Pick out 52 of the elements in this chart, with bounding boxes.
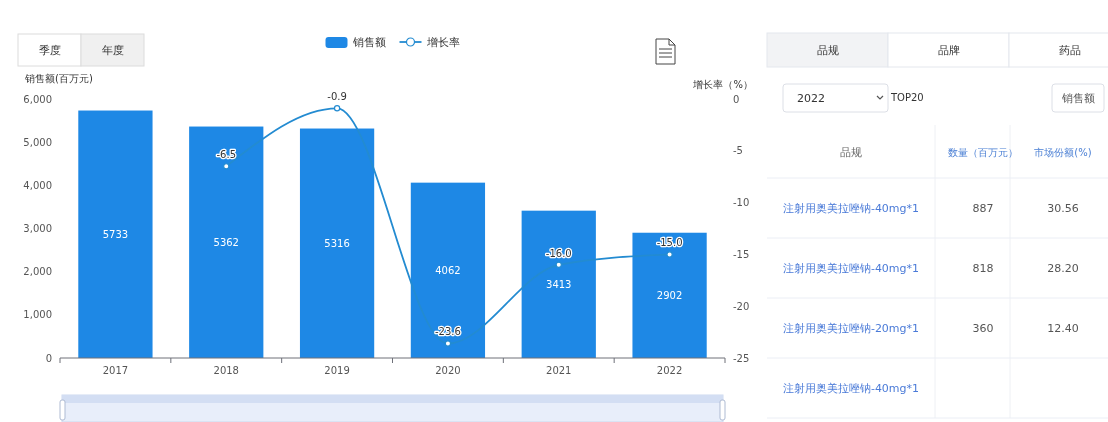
text: 市场份额(%)	[1034, 147, 1092, 158]
category-label: 注射用奥美拉唑钠-40mg*1	[782, 382, 920, 395]
legend-label: 增长率	[425, 36, 460, 49]
y-tick-label: 0	[45, 352, 52, 364]
data-label: 28.20	[1047, 262, 1079, 275]
y-axis-title: 销售额(百万元)	[24, 73, 93, 84]
x-tick-label: 2018	[213, 365, 239, 376]
data-label: 30.56	[1047, 202, 1079, 215]
x-tick-label: 2021	[546, 365, 572, 376]
y2-tick-label: -5	[733, 145, 743, 157]
y2-axis-title: 增长率（%）	[692, 79, 753, 90]
x-tick-label: 2020	[435, 365, 461, 376]
data-label: 5733	[102, 229, 129, 241]
data-label: -0.9	[327, 91, 347, 103]
data-label: -6.5	[216, 149, 237, 161]
legend-label: 销售额	[351, 36, 386, 49]
button: 销售额	[1051, 83, 1105, 113]
data-label: 4062	[435, 265, 461, 277]
y-tick-label: 1,000	[23, 309, 52, 321]
x-tick-label: 2022	[656, 365, 683, 376]
y-tick-label: 6,000	[23, 93, 52, 105]
text: 品规	[840, 146, 862, 158]
data-label: 887	[972, 202, 994, 215]
y2-tick-label: 0	[733, 93, 740, 105]
data-label: 3413	[546, 279, 572, 291]
x-tick-label: 2019	[324, 365, 350, 376]
y-tick-label: 4,000	[23, 179, 52, 191]
y-tick-label: 3,000	[23, 223, 52, 234]
text: 数量（百万元）	[948, 147, 1018, 158]
category-label: 注射用奥美拉唑钠-20mg*1	[782, 322, 920, 335]
y-tick-label: 5,000	[23, 136, 52, 148]
text: TOP20	[890, 92, 924, 103]
buttons: 季度 年度	[17, 33, 145, 67]
data-label: -15.0	[656, 237, 683, 249]
data-label: 360	[972, 322, 994, 335]
y2-tick-label: -10	[733, 197, 750, 209]
y2-tick-label: -25	[733, 352, 750, 364]
y-tick-label: 2,000	[23, 266, 52, 278]
y2-tick-label: -20	[733, 300, 750, 312]
data-label: 818	[972, 262, 994, 275]
data-label: 5316	[324, 238, 350, 250]
data-label: 12.40	[1047, 322, 1079, 335]
tabs: 品规 品牌 药品	[766, 32, 1108, 68]
year-select: 2022	[782, 83, 889, 113]
y2-tick-label: -15	[733, 248, 750, 260]
data-label: -16.0	[545, 247, 572, 259]
data-label: 5362	[213, 237, 239, 249]
x-tick-label: 2017	[102, 365, 129, 376]
category-label: 注射用奥美拉唑钠-40mg*1	[782, 262, 920, 275]
category-label: 注射用奥美拉唑钠-40mg*1	[782, 202, 920, 215]
data-label: 2902	[656, 290, 683, 302]
data-label: -23.6	[434, 326, 461, 338]
